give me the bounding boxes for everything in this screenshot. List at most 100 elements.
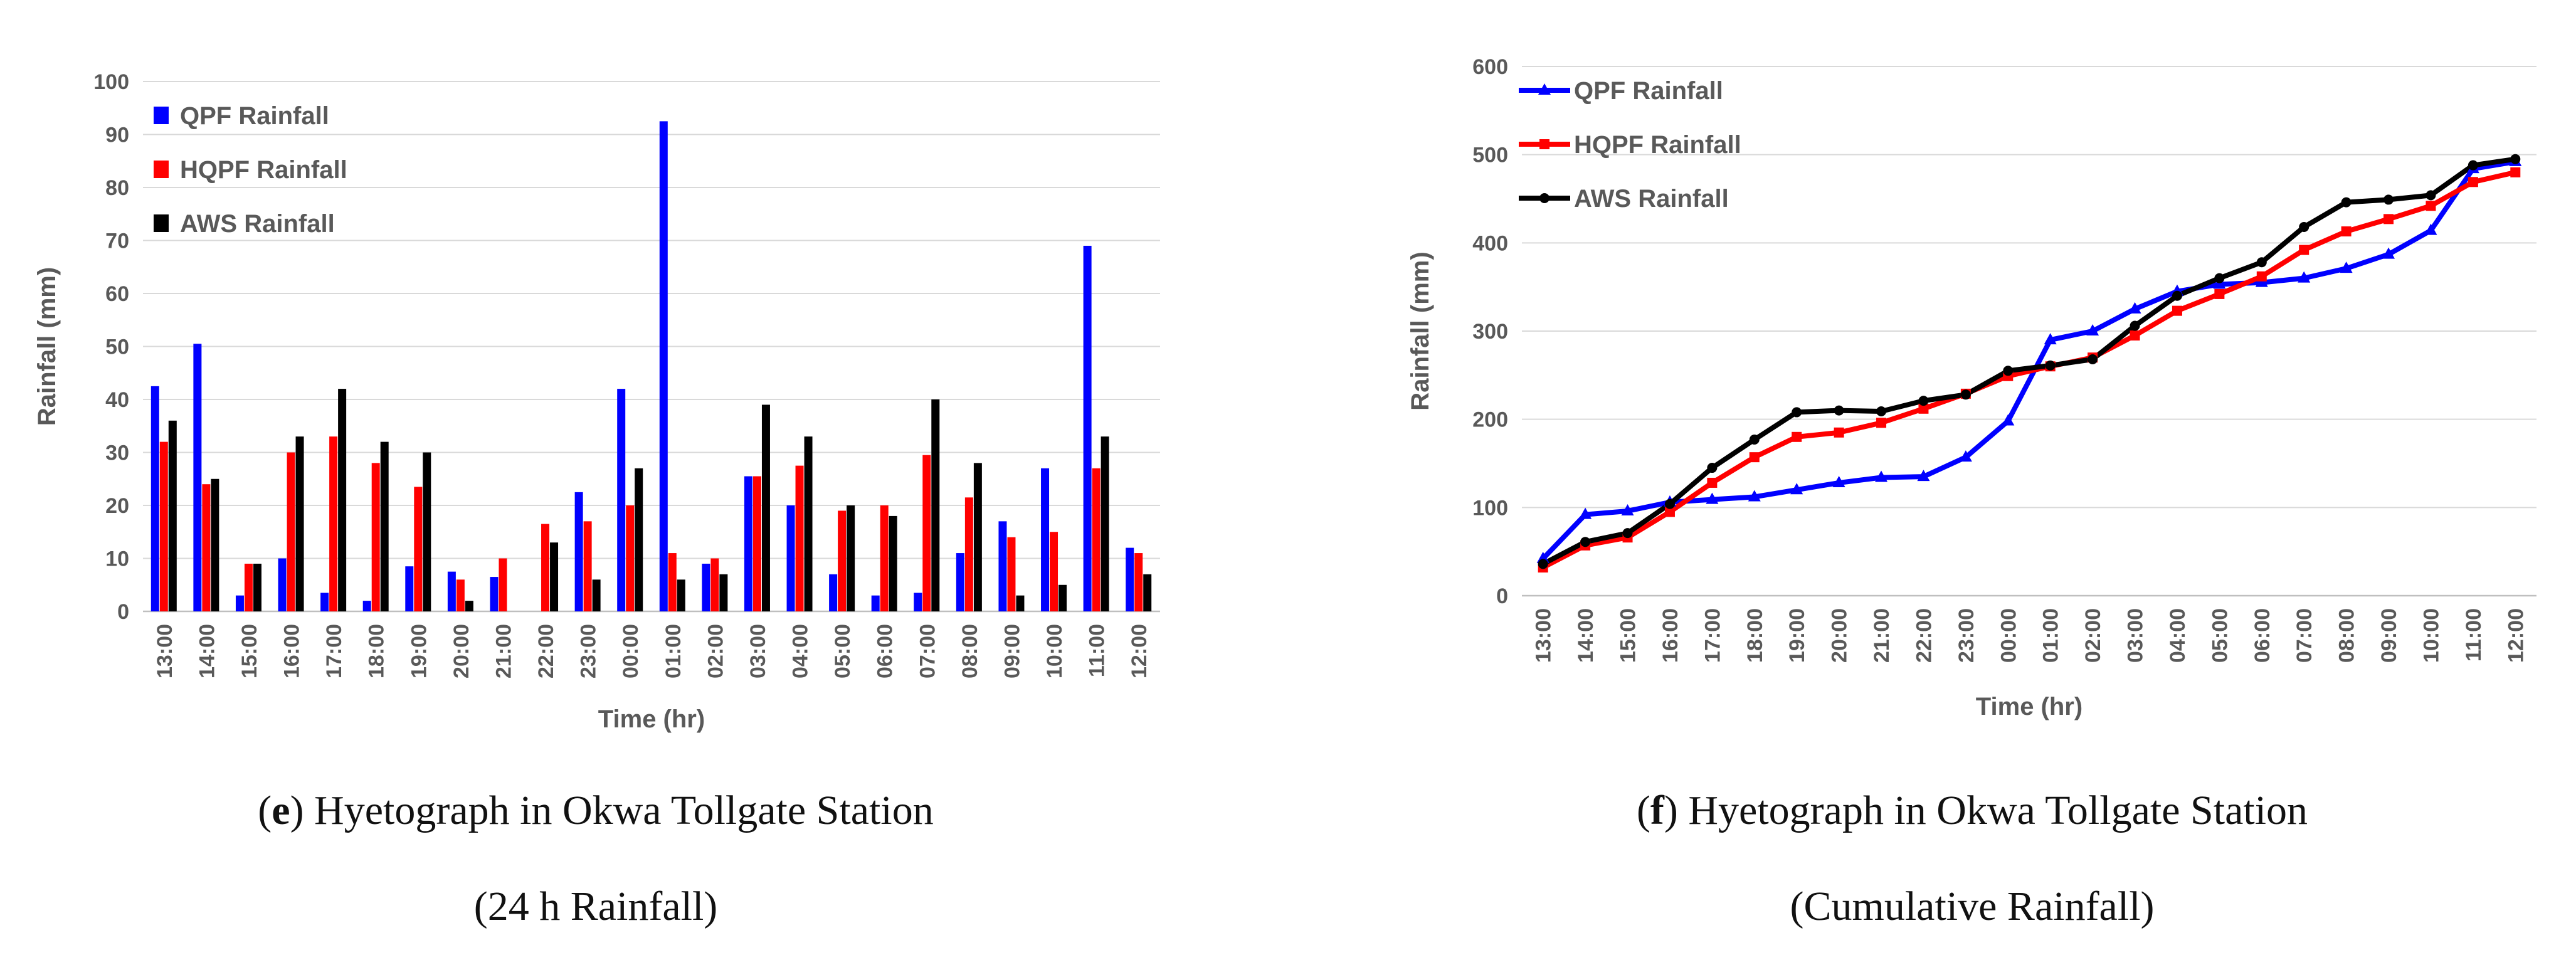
data-point — [2468, 160, 2478, 171]
series-line-aws — [1541, 156, 2516, 566]
caption-f-line1: (f) Hyetograph in Okwa Tollgate Station — [1636, 788, 2308, 833]
data-point — [2382, 247, 2395, 259]
caption-f-line2: (Cumulative Rainfall) — [1790, 884, 2155, 929]
bar-qpf — [574, 492, 583, 611]
legend-marker — [1539, 193, 1549, 203]
bar-aws — [804, 436, 813, 611]
x-axis-title: Time (hr) — [1976, 693, 2082, 720]
data-point — [1538, 559, 1548, 569]
x-tick-label: 19:00 — [407, 624, 431, 678]
legend-swatch — [154, 107, 169, 124]
data-point — [1918, 403, 1929, 414]
bar-hqpf — [159, 441, 168, 611]
x-tick-label: 12:00 — [2504, 608, 2528, 663]
data-point — [2424, 223, 2437, 235]
chart-f-cumulative-rainfall: 0 100 200 300 400 500 600 13:00 14:00 15:00 16:00 1… — [1407, 55, 2536, 720]
x-tick-label: 15:00 — [238, 624, 261, 678]
data-point — [2214, 288, 2225, 299]
data-point — [1959, 450, 1972, 462]
data-point — [1876, 406, 1887, 417]
bar-hqpf — [752, 476, 761, 611]
data-point — [2045, 360, 2056, 371]
bar-aws — [380, 441, 389, 611]
bar-hqpf — [626, 505, 635, 611]
x-tick-label: 10:00 — [2419, 608, 2443, 663]
data-point — [2003, 366, 2014, 376]
bar-qpf — [744, 476, 752, 611]
x-tick-label: 18:00 — [365, 624, 389, 678]
x-tick-label: 16:00 — [1659, 608, 1682, 663]
x-tick-label: 13:00 — [1532, 608, 1556, 663]
data-point — [2214, 273, 2225, 283]
bar-qpf — [1126, 547, 1134, 611]
x-tick-label: 01:00 — [662, 624, 685, 678]
x-tick-label: 20:00 — [1828, 608, 1852, 663]
y-tick-label: 80 — [105, 176, 129, 200]
x-tick-label: 23:00 — [577, 624, 601, 678]
x-tick-label: 09:00 — [1000, 624, 1024, 678]
legend-label: AWS Rainfall — [180, 210, 335, 238]
bar-hqpf — [583, 521, 592, 611]
bar-aws — [1101, 436, 1109, 611]
x-tick-label: 16:00 — [280, 624, 304, 678]
bar-hqpf — [541, 524, 550, 611]
bar-hqpf — [499, 558, 507, 611]
x-tick-label: 00:00 — [619, 624, 643, 678]
caption-e-label: e — [272, 788, 290, 833]
data-point — [1792, 431, 1802, 442]
data-point — [1580, 537, 1591, 547]
x-axis-title: Time (hr) — [598, 705, 705, 733]
data-point — [2468, 177, 2478, 187]
x-tick-label: 02:00 — [2081, 608, 2105, 663]
legend-swatch — [154, 161, 169, 178]
data-point — [2172, 305, 2182, 316]
bar-qpf — [150, 386, 159, 611]
bar-aws — [423, 452, 431, 611]
y-tick-label: 90 — [105, 124, 129, 147]
bar-hqpf — [1092, 468, 1101, 611]
y-tick-label: 10 — [105, 547, 129, 571]
bar-qpf — [956, 553, 964, 611]
data-point — [2130, 320, 2140, 331]
bar-aws — [761, 404, 770, 611]
bar-hqpf — [964, 497, 973, 611]
x-tick-label: 00:00 — [1997, 608, 2020, 663]
bar-hqpf — [1007, 537, 1016, 611]
data-point — [2128, 302, 2141, 314]
data-point — [2341, 226, 2352, 237]
legend-swatch — [154, 214, 169, 232]
bar-qpf — [1041, 468, 1050, 611]
data-point — [1706, 492, 1719, 504]
x-tick-label: 23:00 — [1955, 608, 1978, 663]
x-tick-label: 21:00 — [492, 624, 515, 678]
y-axis-title: Rainfall (mm) — [33, 267, 61, 426]
bar-hqpf — [668, 553, 677, 611]
bar-qpf — [405, 566, 414, 611]
bar-aws — [1058, 584, 1067, 611]
data-point — [2002, 414, 2015, 426]
legend-label: QPF Rainfall — [180, 102, 329, 130]
bar-aws — [973, 463, 982, 611]
data-point — [1579, 507, 1592, 519]
bar-aws — [465, 601, 473, 611]
x-tick-label: 03:00 — [746, 624, 770, 678]
x-tick-label: 07:00 — [916, 624, 939, 678]
x-tick-label: 14:00 — [1574, 608, 1598, 663]
data-point — [1792, 407, 1802, 418]
data-point — [1917, 470, 1930, 482]
x-tick-label: 08:00 — [958, 624, 982, 678]
bar-aws — [931, 399, 940, 611]
bar-qpf — [998, 521, 1007, 611]
bar-hqpf — [1050, 532, 1058, 611]
y-tick-label: 200 — [1472, 408, 1508, 432]
x-tick-label: 17:00 — [322, 624, 346, 678]
legend-label: QPF Rainfall — [1574, 77, 1723, 105]
y-tick-label: 30 — [105, 441, 129, 465]
data-point — [1664, 507, 1675, 517]
bar-qpf — [362, 601, 371, 611]
bar-qpf — [871, 595, 880, 611]
y-tick-label: 0 — [1496, 584, 1508, 608]
bar-aws — [635, 468, 643, 611]
series-line-qpf — [1541, 159, 2516, 561]
bar-hqpf — [922, 455, 931, 611]
